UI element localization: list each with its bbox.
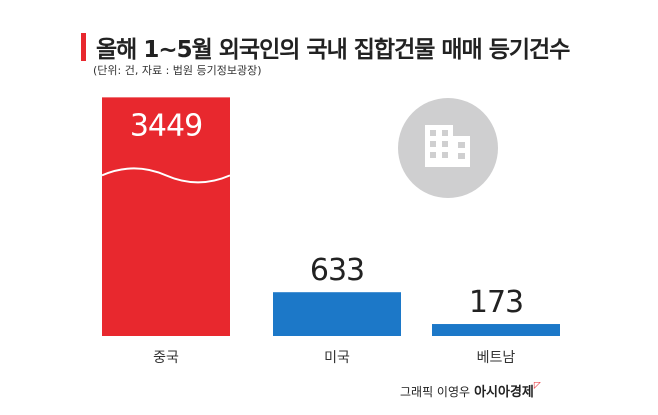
bar-value-label: 173: [469, 285, 523, 320]
brand-mark: ◸: [533, 381, 541, 391]
title-accent-bar: [81, 33, 86, 61]
building-windows: [430, 130, 465, 159]
bar-value-label: 3449: [130, 108, 202, 143]
credit-line: 그래픽 이영우 아시아경제◸: [400, 381, 541, 400]
credit-prefix: 그래픽 이영우: [400, 385, 471, 399]
building-icon: [398, 98, 498, 198]
chart-subtitle: (단위: 건, 자료 : 법원 등기정보광장): [93, 64, 262, 77]
bar-중국: [102, 97, 230, 336]
bar-미국: [273, 292, 401, 336]
bar-wave-decoration: [101, 167, 231, 184]
building-short: [453, 136, 470, 167]
bar-베트남: [432, 324, 560, 336]
category-label: 중국: [153, 350, 179, 366]
brand-name: 아시아경제: [474, 385, 534, 400]
category-label: 미국: [324, 350, 350, 366]
bar-value-label: 633: [310, 253, 364, 288]
building-tall: [425, 125, 453, 167]
category-label: 베트남: [477, 350, 516, 366]
building-icon-svg: [425, 125, 470, 167]
chart-title: 올해 1~5월 외국인의 국내 집합건물 매매 등기건수: [96, 37, 570, 63]
